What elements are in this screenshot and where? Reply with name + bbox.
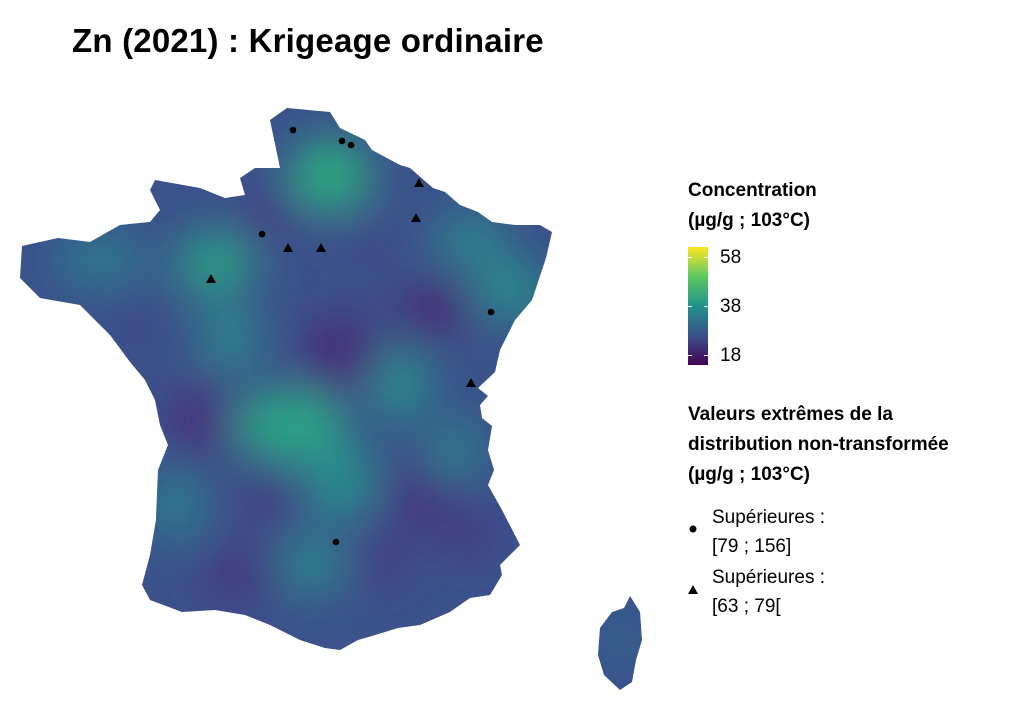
colorbar-tick-label: 38 [720, 296, 742, 317]
extreme-markers [206, 126, 495, 546]
extreme-triangle-marker [316, 243, 326, 252]
extreme-circle-marker [487, 308, 495, 316]
legend-circle-label: Supérieures : [712, 507, 826, 528]
extremes-title-line1: Valeurs extrêmes de la [688, 404, 893, 425]
concentration-legend-title: Concentration (µg/g ; 103°C) [688, 176, 817, 236]
colorbar-tick-mark [704, 306, 708, 307]
extreme-triangle-marker [466, 378, 476, 387]
extreme-triangle-marker [206, 274, 216, 283]
colorbar-tick-mark [704, 257, 708, 258]
kriging-surface [20, 108, 642, 690]
colorbar-tick-label: 58 [720, 247, 742, 268]
concentration-title-line1: Concentration [688, 180, 817, 201]
extreme-triangle-marker [411, 213, 421, 222]
map-title: Zn (2021) : Krigeage ordinaire [72, 22, 544, 59]
legend-triangle-label: Supérieures : [712, 567, 826, 588]
colorbar-tick-mark [688, 355, 692, 356]
legend-triangle-range: [63 ; 79[ [712, 596, 781, 617]
colorbar-tick-mark [688, 306, 692, 307]
extremes-title-line2: distribution non-transformée [688, 434, 949, 455]
extreme-circle-marker [338, 137, 346, 145]
extreme-circle-marker [289, 126, 297, 134]
extremes-legend-title: Valeurs extrêmes de la distribution non-… [688, 400, 949, 490]
extreme-circle-marker [332, 538, 340, 546]
legend-circle-range: [79 ; 156] [712, 536, 792, 557]
colorbar-tick-label: 18 [720, 345, 742, 366]
concentration-title-line2: (µg/g ; 103°C) [688, 210, 810, 231]
colorbar [688, 247, 708, 365]
colorbar-tick-mark [704, 355, 708, 356]
extreme-circle-marker [347, 141, 355, 149]
extreme-triangle-marker [283, 243, 293, 252]
triangle-icon [688, 585, 698, 594]
extreme-triangle-marker [414, 178, 424, 187]
circle-icon [689, 525, 697, 533]
extremes-title-line3: (µg/g ; 103°C) [688, 464, 810, 485]
extreme-circle-marker [258, 230, 266, 238]
colorbar-tick-mark [688, 257, 692, 258]
